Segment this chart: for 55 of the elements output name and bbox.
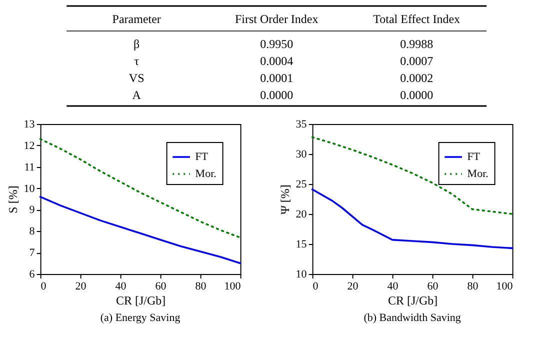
text: 0.0007 [400, 54, 434, 68]
text: VS [128, 71, 144, 85]
text: 0.9950 [260, 37, 294, 51]
y-tick-label: 25 [296, 178, 308, 190]
text: τ [134, 54, 140, 68]
y-tick-label: 12 [24, 140, 35, 152]
text: 0.0002 [400, 71, 434, 85]
x-tick-label: 20 [75, 280, 87, 292]
y-tick-label: 6 [29, 268, 36, 280]
x-tick-label: 20 [347, 280, 359, 292]
y-axis-title: S [%] [6, 186, 20, 214]
legend-label: Mor. [195, 168, 217, 180]
y-tick-label: 30 [296, 148, 308, 160]
x-tick-label: 100 [496, 280, 514, 292]
text: β [134, 37, 140, 51]
text: 0.9988 [400, 37, 434, 51]
x-axis-title: CR [J/Gb] [116, 294, 166, 308]
line-series [311, 188, 514, 250]
x-tick-label: 40 [387, 280, 399, 292]
line-series [311, 136, 514, 215]
x-tick-label: 80 [195, 280, 207, 292]
category-label: Total Effect Index [373, 12, 460, 26]
y-tick-label: 20 [296, 208, 308, 220]
line-series [39, 138, 242, 238]
y-axis-title: Ψ [%] [278, 184, 292, 214]
x-tick-label: 60 [155, 280, 167, 292]
category-label: First Order Index [234, 12, 318, 26]
text: 0.0001 [260, 71, 294, 85]
y-tick-label: 7 [29, 247, 36, 260]
text: (b) Bandwidth Saving [364, 312, 462, 324]
category-label: Parameter [112, 12, 161, 26]
x-tick-label: 100 [224, 280, 242, 292]
text: A [132, 88, 142, 102]
legend-label: FT [467, 151, 480, 163]
x-tick-label: 80 [467, 280, 479, 292]
y-tick-label: 8 [29, 226, 36, 238]
x-tick-label: 0 [40, 280, 47, 292]
legend-label: Mor. [467, 168, 489, 180]
x-tick-label: 60 [427, 280, 439, 292]
legend-label: FT [195, 151, 208, 163]
x-tick-label: 0 [312, 280, 319, 292]
text: 0.0000 [260, 88, 294, 102]
x-tick-label: 40 [115, 280, 127, 292]
y-tick-label: 11 [24, 161, 35, 174]
text: 0.0000 [400, 88, 434, 102]
line-series [39, 196, 242, 264]
text: 0.0004 [260, 54, 294, 68]
x-axis-title: CR [J/Gb] [388, 294, 438, 308]
y-tick-label: 10 [24, 182, 36, 195]
y-tick-label: 15 [296, 238, 308, 250]
y-tick-label: 10 [296, 268, 308, 280]
text: (a) Energy Saving [100, 312, 181, 324]
y-tick-label: 13 [24, 118, 36, 130]
y-tick-label: 35 [296, 118, 308, 130]
y-tick-label: 9 [29, 204, 36, 216]
